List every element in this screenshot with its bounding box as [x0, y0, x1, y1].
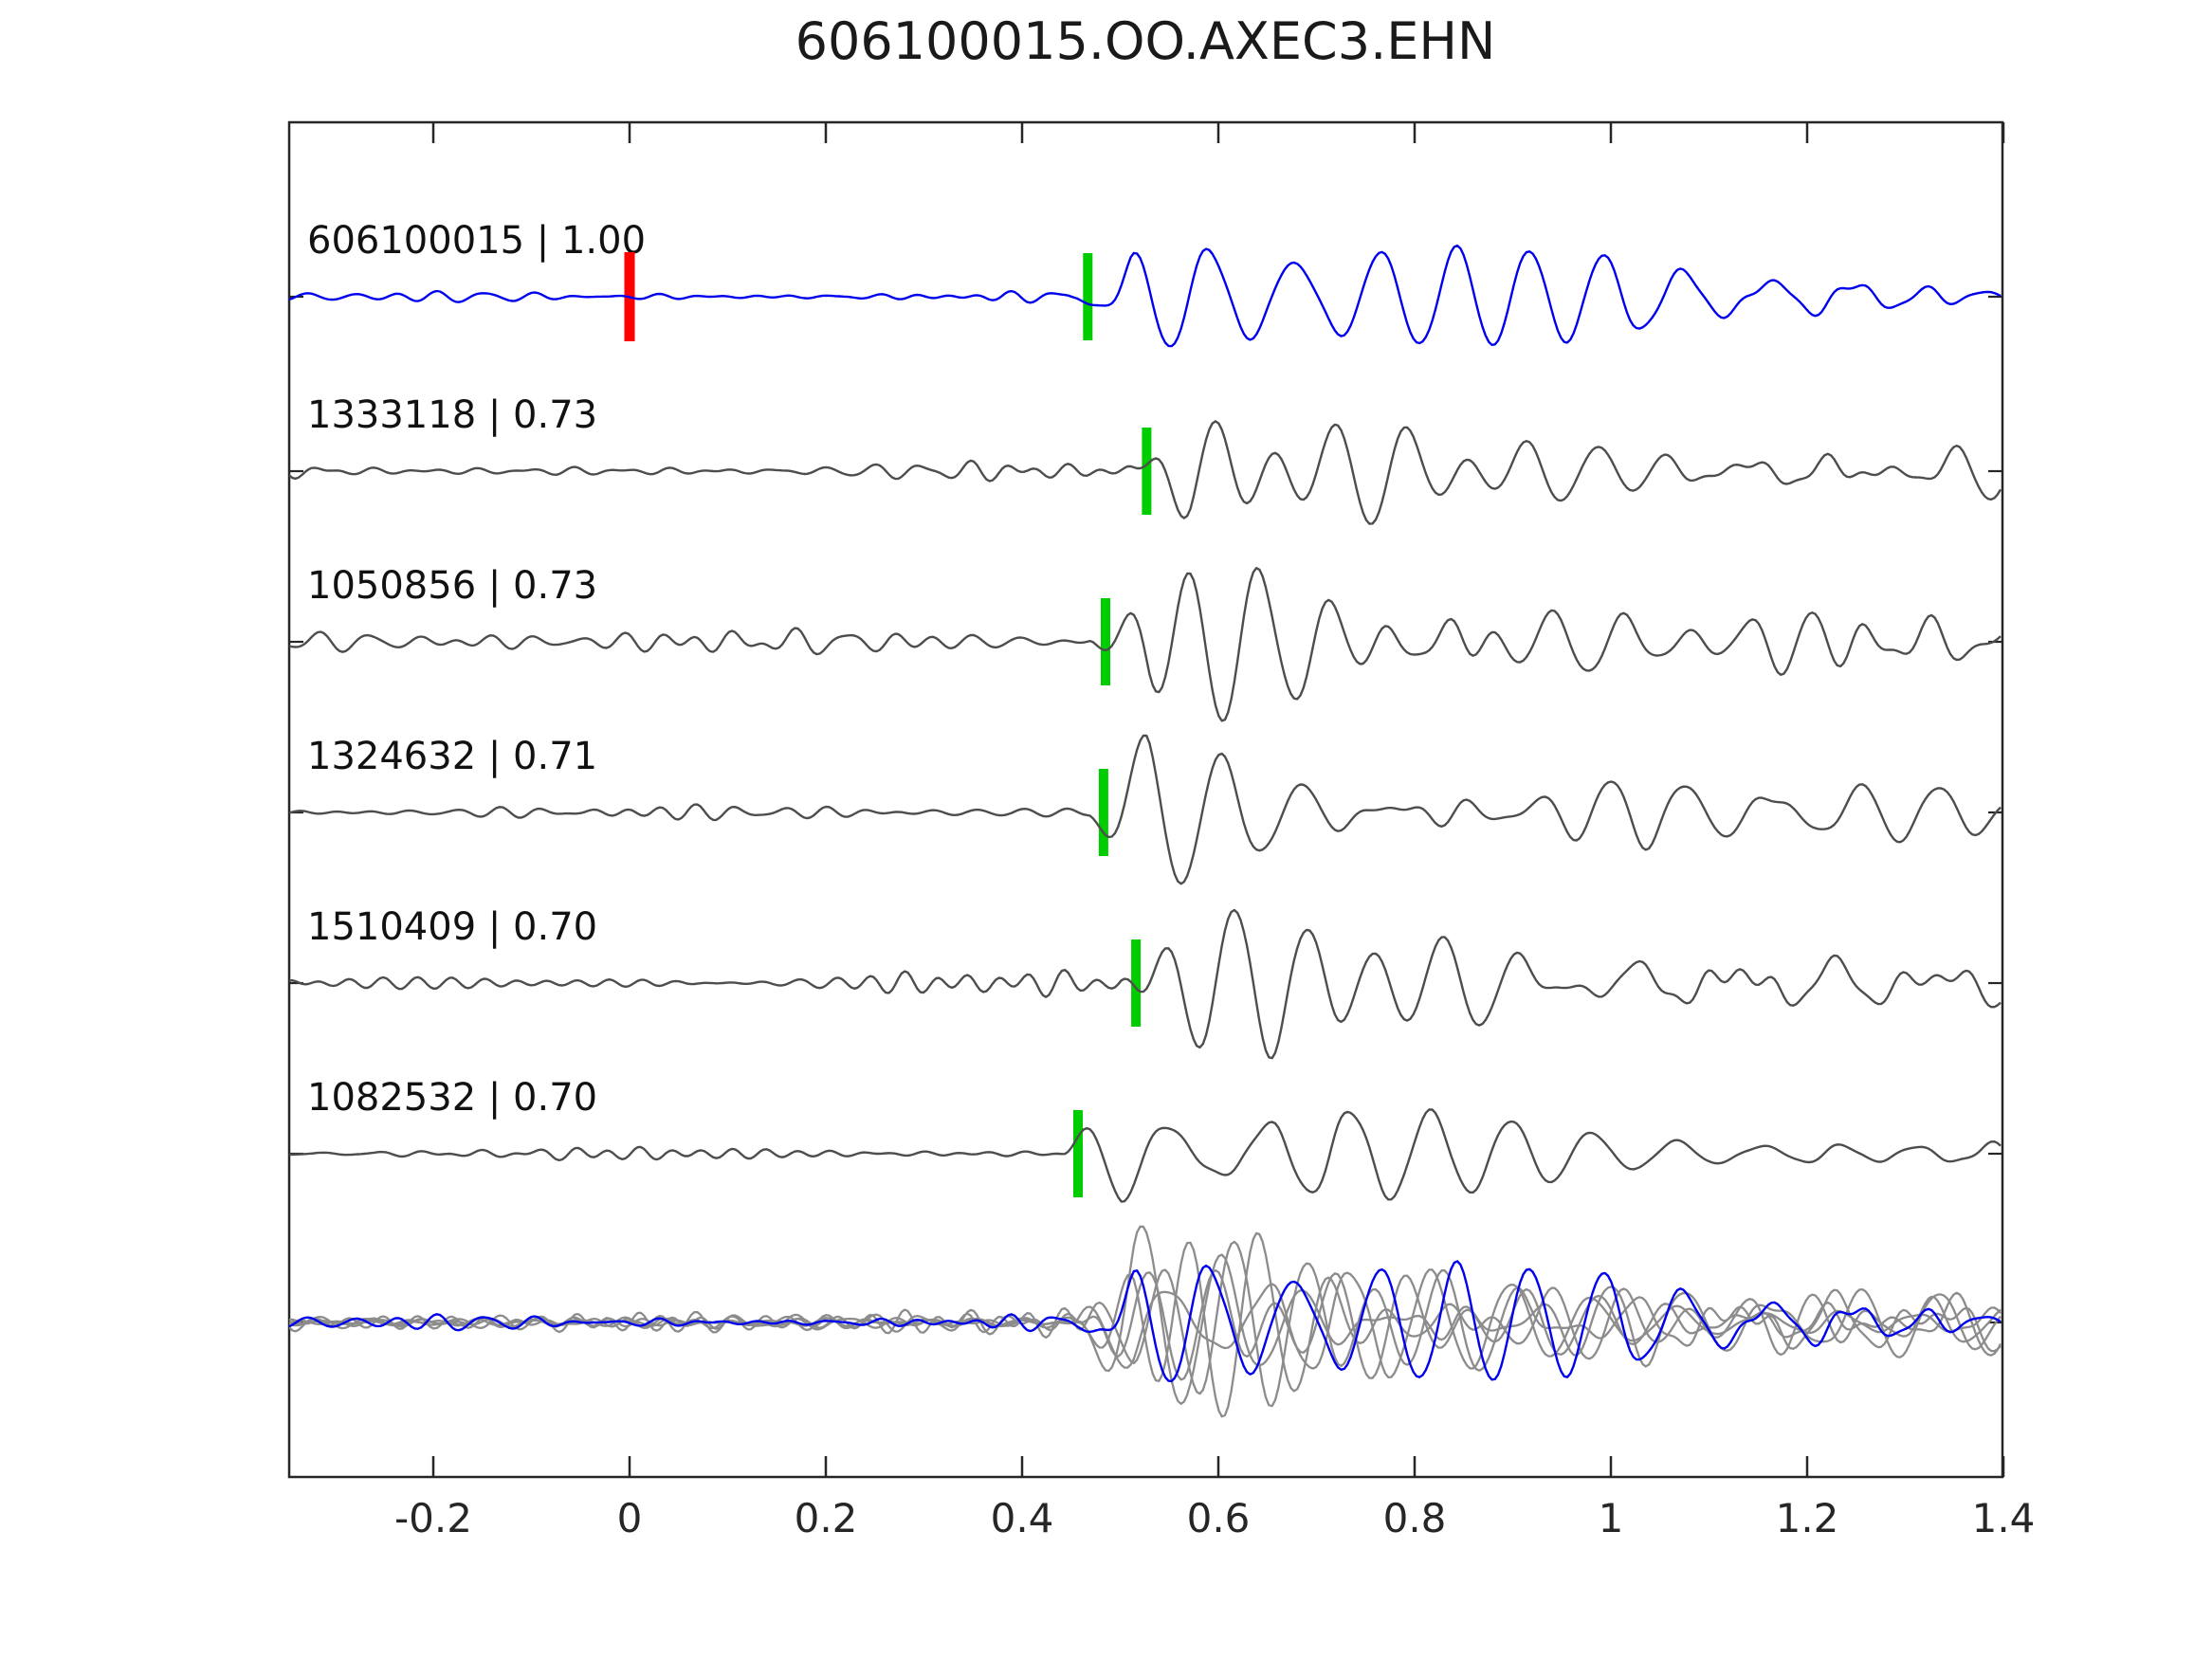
- chart-root: -0.2 0 0.2 0.4 0.6 0.8 1 1.2 1.4 606100015 | 1.00…: [287, 120, 2036, 1541]
- x-axis-tick-label: 0: [617, 1495, 643, 1541]
- pick-marker: [1131, 939, 1142, 1027]
- overlay-trace-reference: [289, 1260, 2002, 1383]
- x-axis-tick-label: 1: [1599, 1495, 1624, 1541]
- pick-marker: [1101, 598, 1110, 685]
- match-trace: [289, 1108, 2002, 1203]
- x-axis-tick-label: 0.2: [795, 1495, 858, 1541]
- x-axis-tick-label: 1.2: [1776, 1495, 1839, 1541]
- pick-marker: [1083, 253, 1093, 340]
- pick-marker: [1098, 769, 1108, 856]
- trace-label: 606100015 | 1.00: [307, 219, 646, 263]
- x-axis-tick-label: -0.2: [394, 1495, 472, 1541]
- pick-marker: [1073, 1110, 1083, 1197]
- match-trace: [289, 420, 2002, 525]
- trace-label: 1050856 | 0.73: [307, 564, 597, 608]
- overlay-trace-gray: [289, 1225, 2002, 1405]
- x-axis-tick-label: 0.8: [1383, 1495, 1447, 1541]
- trace-label: 1333118 | 0.73: [307, 393, 597, 437]
- x-axis-tick-label: 0.6: [1187, 1495, 1251, 1541]
- overlay-trace-gray: [289, 1268, 2002, 1381]
- pick-marker: [1142, 428, 1152, 515]
- reference-trace: [289, 244, 2002, 348]
- match-trace: [289, 908, 2002, 1060]
- x-axis-tick-label: 1.4: [1972, 1495, 2036, 1541]
- plot-border: [287, 120, 2004, 1479]
- match-trace: [289, 567, 2002, 722]
- figure-title: 606100015.OO.AXEC3.EHN: [795, 11, 1496, 71]
- overlay-trace-gray: [289, 1268, 2002, 1378]
- trace-label: 1510409 | 0.70: [307, 905, 597, 949]
- trace-label: 1324632 | 0.71: [307, 735, 597, 778]
- trace-label: 1082532 | 0.70: [307, 1076, 597, 1120]
- overlay-trace-gray: [289, 1240, 2002, 1408]
- x-axis-tick-label: 0.4: [991, 1495, 1054, 1541]
- match-trace: [289, 734, 2002, 885]
